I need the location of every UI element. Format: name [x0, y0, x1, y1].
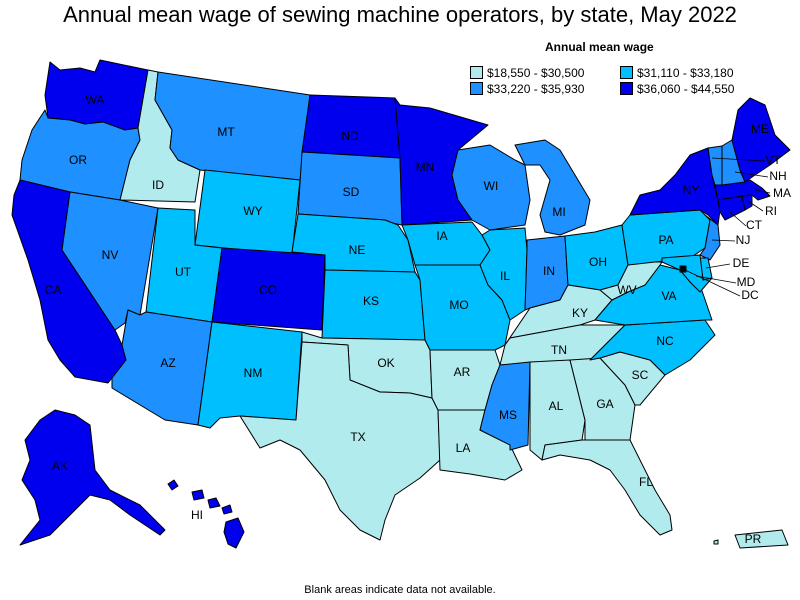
label-ak: AK: [52, 459, 68, 473]
label-wy: WY: [243, 204, 262, 218]
state-me[interactable]: [731, 97, 791, 183]
legend-label-4: $36,060 - $44,550: [637, 82, 735, 96]
legend-label-1: $18,550 - $30,500: [487, 66, 585, 80]
label-mn: MN: [416, 160, 435, 174]
label-nj: NJ: [736, 233, 751, 247]
legend-item-2: $31,110 - $33,180: [620, 66, 734, 80]
label-tx: TX: [350, 430, 365, 444]
label-id: ID: [152, 178, 164, 192]
label-ok: OK: [377, 356, 394, 370]
label-sc: SC: [632, 368, 649, 382]
leader-ri: [747, 200, 764, 212]
state-nd[interactable]: [301, 94, 401, 159]
state-ma[interactable]: [714, 179, 771, 201]
state-vt[interactable]: [707, 145, 723, 186]
map-title: Annual mean wage of sewing machine opera…: [63, 2, 737, 27]
label-wi: WI: [484, 179, 499, 193]
pr-island-small: [713, 539, 719, 545]
label-me: ME: [751, 122, 769, 136]
label-oh: OH: [589, 255, 607, 269]
label-ar: AR: [454, 365, 471, 379]
label-ks: KS: [363, 294, 379, 308]
label-wa: WA: [86, 93, 105, 107]
label-ca: CA: [45, 283, 62, 297]
label-ma: MA: [773, 186, 791, 200]
legend-swatch-3: [470, 82, 483, 95]
legend-item-3: $33,220 - $35,930: [470, 82, 584, 96]
state-nc[interactable]: [589, 319, 716, 376]
label-fl: FL: [639, 475, 653, 489]
label-al: AL: [549, 399, 564, 413]
label-sd: SD: [343, 185, 360, 199]
legend-item-1: $18,550 - $30,500: [470, 66, 584, 80]
label-ct: CT: [746, 218, 763, 232]
leader-nh: [734, 171, 769, 178]
label-ut: UT: [175, 265, 192, 279]
label-nc: NC: [656, 334, 674, 348]
legend-label-2: $31,110 - $33,180: [637, 66, 734, 80]
label-nm: NM: [244, 366, 263, 380]
legend-swatch-1: [470, 66, 483, 79]
state-fl[interactable]: [541, 439, 673, 536]
state-wi[interactable]: [451, 144, 531, 231]
leader-nj: [711, 239, 736, 242]
label-ny: NY: [683, 183, 700, 197]
label-ia: IA: [436, 229, 447, 243]
label-pr: PR: [745, 532, 762, 546]
legend-swatch-2: [620, 66, 633, 79]
leader-vt: [711, 157, 766, 162]
dc-marker: [680, 266, 686, 272]
state-ms[interactable]: [479, 361, 531, 451]
label-va: VA: [661, 289, 676, 303]
label-la: LA: [456, 441, 471, 455]
label-ri: RI: [765, 204, 777, 218]
label-mo: MO: [449, 298, 468, 312]
state-md[interactable]: [661, 254, 713, 293]
label-nv: NV: [102, 248, 119, 262]
label-in: IN: [543, 264, 555, 278]
legend-title: Annual mean wage: [545, 40, 654, 54]
label-ne: NE: [349, 243, 366, 257]
label-tn: TN: [551, 343, 567, 357]
label-nd: ND: [341, 129, 359, 143]
leader-ct: [729, 211, 747, 227]
leader-md: [695, 275, 737, 284]
state-wv[interactable]: [599, 261, 663, 301]
legend-item-4: $36,060 - $44,550: [620, 82, 734, 96]
label-dc: DC: [741, 288, 759, 302]
label-az: AZ: [160, 356, 175, 370]
label-md: MD: [737, 275, 756, 289]
state-ak[interactable]: [19, 409, 166, 546]
label-ky: KY: [572, 306, 588, 320]
state-nm[interactable]: [197, 321, 303, 429]
leader-de: [705, 263, 731, 269]
leader-dc: [682, 268, 741, 297]
label-de: DE: [733, 256, 750, 270]
label-mi: MI: [552, 205, 565, 219]
label-or: OR: [69, 153, 87, 167]
footnote: Blank areas indicate data not available.: [304, 584, 496, 596]
label-wv: WV: [617, 283, 636, 297]
state-hi[interactable]: [167, 479, 245, 549]
leader-ma: [754, 189, 771, 194]
label-ms: MS: [499, 408, 517, 422]
label-mt: MT: [217, 125, 235, 139]
label-co: CO: [259, 283, 277, 297]
state-tx[interactable]: [239, 341, 441, 541]
label-hi: HI: [191, 508, 203, 522]
state-pr[interactable]: [734, 529, 789, 549]
legend-label-3: $33,220 - $35,930: [487, 82, 585, 96]
label-pa: PA: [658, 233, 673, 247]
label-il: IL: [500, 269, 510, 283]
label-nh: NH: [769, 169, 786, 183]
state-il[interactable]: [479, 227, 528, 321]
label-vt: VT: [765, 153, 781, 167]
legend-swatch-4: [620, 82, 633, 95]
label-ga: GA: [596, 397, 613, 411]
state-mi[interactable]: [514, 139, 591, 236]
